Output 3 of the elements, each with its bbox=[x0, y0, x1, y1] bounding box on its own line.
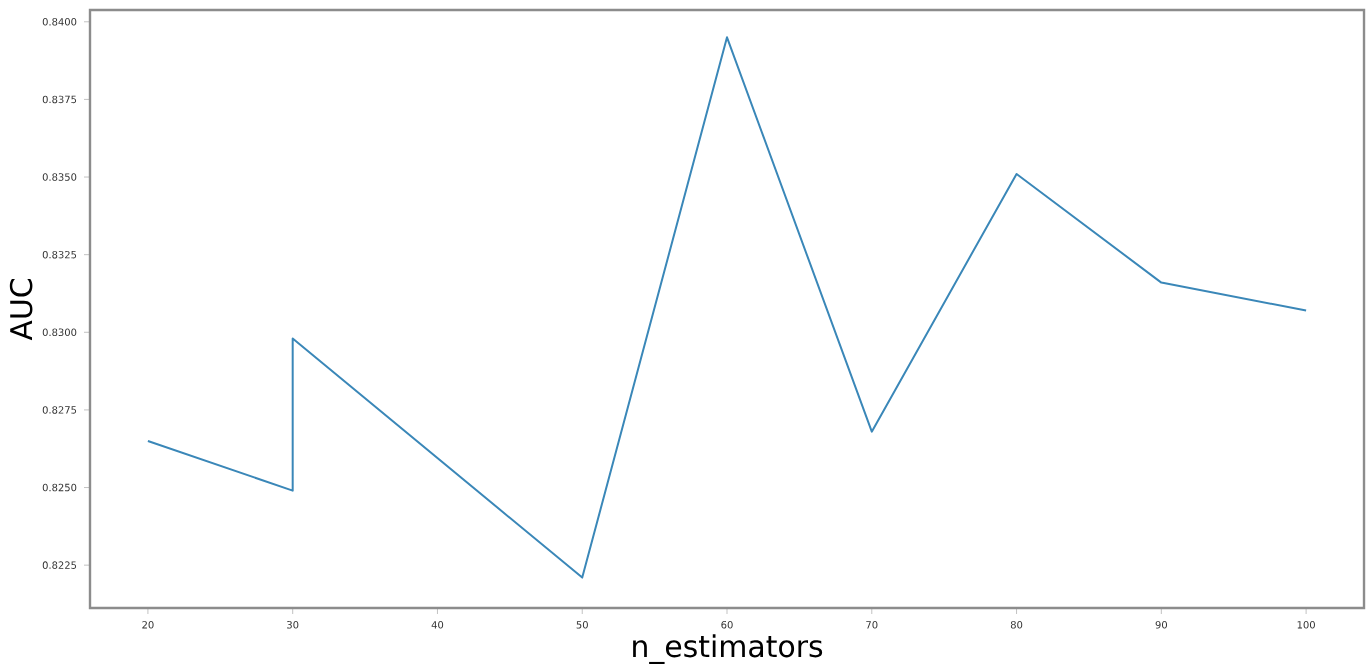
line-series bbox=[146, 36, 1308, 579]
x-axis-title: n_estimators bbox=[633, 634, 823, 664]
y-axis-title: AUC bbox=[9, 279, 33, 341]
